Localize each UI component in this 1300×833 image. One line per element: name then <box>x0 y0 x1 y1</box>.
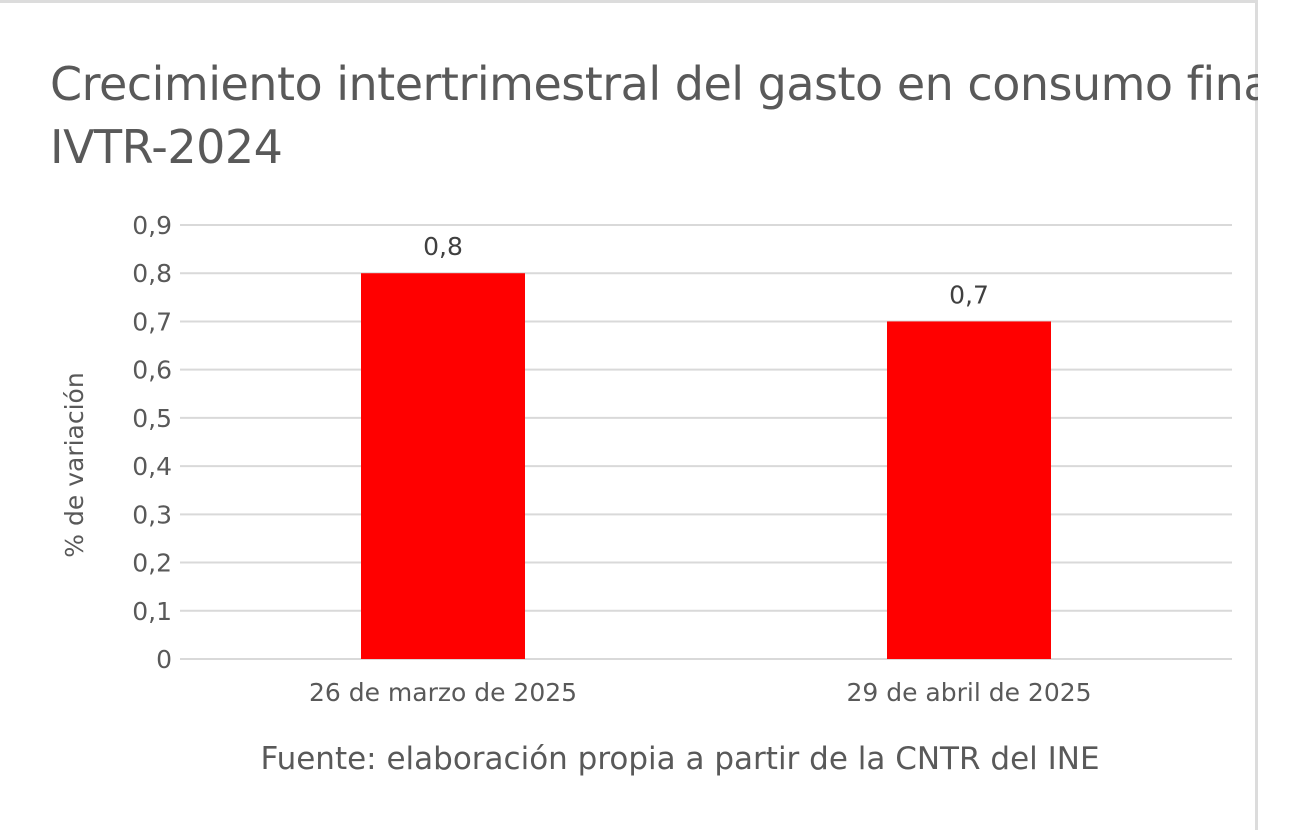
chart-title-line-1: Crecimiento intertrimestral del gasto en… <box>50 57 1258 111</box>
bar <box>361 273 525 659</box>
chart-frame: Crecimiento intertrimestral del gasto en… <box>0 0 1258 830</box>
y-tick-label: 0,9 <box>132 211 172 240</box>
data-labels: 0,8 0,7 <box>423 232 989 309</box>
x-axis-categories: 26 de marzo de 2025 29 de abril de 2025 <box>309 678 1092 707</box>
x-category-label: 29 de abril de 2025 <box>846 678 1091 707</box>
y-tick-label: 0,1 <box>132 597 172 626</box>
bars <box>361 273 1051 659</box>
chart-source-note: Fuente: elaboración propia a partir de l… <box>260 741 1099 777</box>
bar-chart: Crecimiento intertrimestral del gasto en… <box>50 57 1258 777</box>
y-axis-ticks: 0 0,1 0,2 0,3 0,4 0,5 0,6 0,7 0,8 0,9 <box>132 211 172 674</box>
y-tick-label: 0,2 <box>132 549 172 578</box>
x-category-label: 26 de marzo de 2025 <box>309 678 577 707</box>
data-label: 0,8 <box>423 232 463 261</box>
y-axis-title: % de variación <box>60 372 89 557</box>
y-tick-label: 0,7 <box>132 307 172 336</box>
y-tick-label: 0,5 <box>132 404 172 433</box>
y-tick-label: 0,3 <box>132 500 172 529</box>
gridlines <box>180 224 1232 660</box>
y-tick-label: 0,6 <box>132 356 172 385</box>
data-label: 0,7 <box>949 280 989 309</box>
y-tick-label: 0 <box>156 645 172 674</box>
chart-title-line-2: IVTR-2024 <box>50 120 282 174</box>
bar <box>887 321 1051 659</box>
y-tick-label: 0,4 <box>132 452 172 481</box>
y-tick-label: 0,8 <box>132 259 172 288</box>
